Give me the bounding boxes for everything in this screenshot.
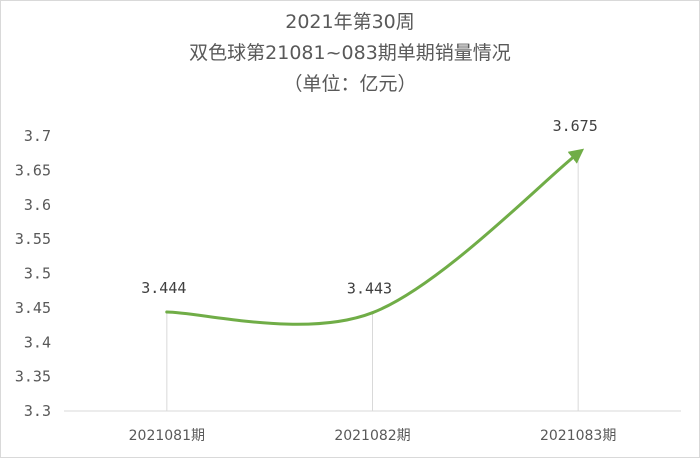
x-tick-label: 2021081期 [129, 428, 205, 444]
data-point [165, 310, 169, 314]
data-label: 3.444 [141, 279, 186, 297]
chart-title: 2021年第30周 双色球第21081~083期单期销量情况 （单位：亿元） [1, 7, 699, 100]
data-point [576, 151, 580, 155]
y-tick-label: 3.3 [24, 402, 51, 420]
y-tick-label: 3.7 [24, 127, 51, 145]
x-tick-label: 2021083期 [540, 428, 616, 444]
y-tick-label: 3.55 [15, 230, 51, 248]
y-tick-label: 3.5 [24, 265, 51, 283]
data-label: 3.443 [347, 280, 392, 298]
data-label: 3.675 [553, 117, 598, 135]
y-tick-label: 3.45 [15, 299, 51, 317]
chart-title-line-1: 2021年第30周 [285, 11, 415, 33]
y-tick-label: 3.6 [24, 196, 51, 214]
series-line [165, 148, 585, 326]
chart-title-line-3: （单位：亿元） [283, 73, 417, 95]
chart-title-line-2: 双色球第21081~083期单期销量情况 [189, 42, 511, 64]
data-point [371, 311, 374, 315]
x-tick-label: 2021082期 [334, 428, 410, 444]
y-tick-label: 3.35 [15, 368, 51, 386]
y-tick-label: 3.65 [15, 161, 51, 179]
y-tick-label: 3.4 [24, 333, 51, 351]
